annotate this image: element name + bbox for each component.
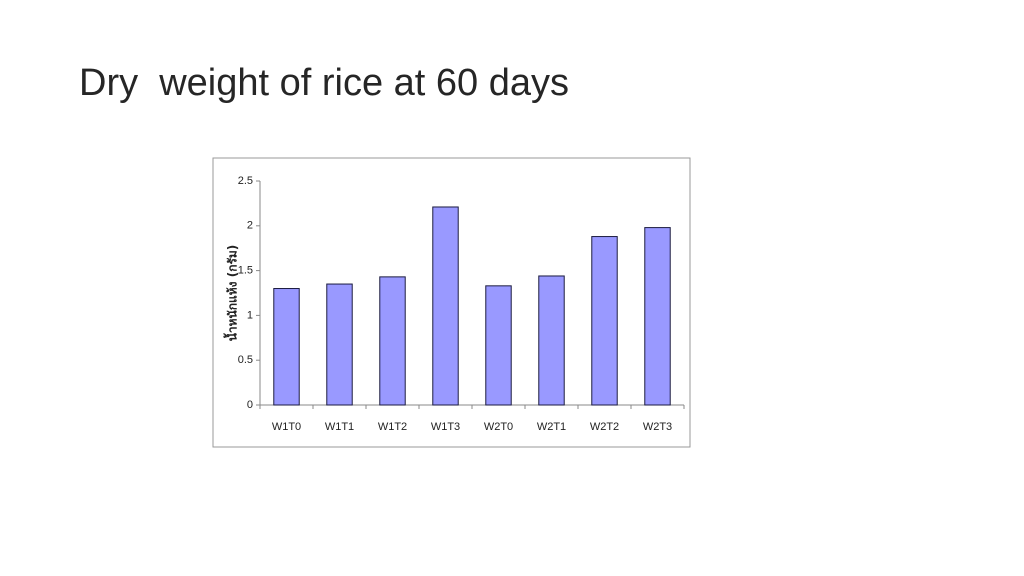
y-tick-label: 1 (247, 309, 253, 321)
y-tick-label: 2 (247, 220, 253, 232)
bar (273, 288, 300, 406)
bar (538, 275, 565, 406)
x-tick-label: W1T3 (431, 421, 460, 433)
y-tick-label: 2.5 (238, 175, 253, 187)
x-tick-label: W1T0 (272, 421, 301, 433)
bar (485, 285, 512, 406)
bar (379, 276, 406, 406)
x-tick-label: W2T1 (537, 421, 566, 433)
y-tick-label: 0 (247, 399, 253, 411)
x-tick-label: W2T2 (590, 421, 619, 433)
x-tick-label: W1T2 (378, 421, 407, 433)
bar (432, 206, 459, 406)
x-tick-label: W2T3 (643, 421, 672, 433)
y-tick-label: 1.5 (238, 265, 253, 277)
bar (591, 236, 618, 406)
y-axis-label: น้ำหนักแห้ง (กรัม) (223, 245, 240, 342)
bar (326, 283, 353, 406)
x-tick-label: W1T1 (325, 421, 354, 433)
x-tick-label: W2T0 (484, 421, 513, 433)
bar (644, 227, 671, 406)
y-tick-label: 0.5 (238, 354, 253, 366)
slide-title: Dry weight of rice at 60 days (79, 62, 569, 104)
